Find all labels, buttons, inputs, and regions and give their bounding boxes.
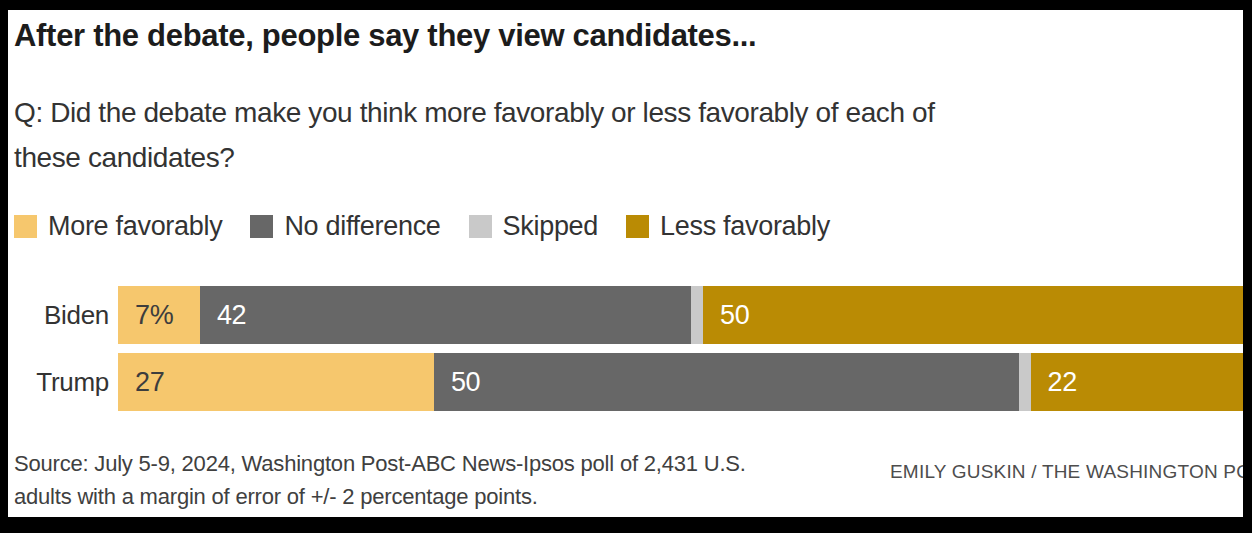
legend-swatch-less-favorably (626, 215, 649, 238)
chart-row-trump: Trump275022 (14, 353, 1252, 411)
bar-segment-trump-no-difference: 50 (434, 353, 1019, 411)
bar-segment-biden-no-difference: 42 (200, 286, 691, 344)
category-label-biden: Biden (14, 286, 118, 344)
chart-row-biden: Biden7%4250 (14, 286, 1252, 344)
stacked-bar-chart: Biden7%4250Trump275022 (14, 286, 1252, 420)
legend-swatch-no-difference (250, 215, 273, 238)
value-label: 50 (434, 353, 1019, 411)
legend-label: More favorably (48, 211, 222, 242)
source-note: Source: July 5-9, 2024, Washington Post-… (14, 447, 746, 513)
legend-swatch-more-favorably (14, 215, 37, 238)
chart-question: Q: Did the debate make you think more fa… (14, 90, 935, 180)
stacked-bar-biden: 7%4250 (118, 286, 1252, 344)
bar-segment-trump-less-favorably: 22 (1031, 353, 1252, 411)
legend-item-skipped: Skipped (469, 211, 598, 242)
legend-swatch-skipped (469, 215, 492, 238)
stacked-bar-trump: 275022 (118, 353, 1252, 411)
value-label: 42 (200, 286, 691, 344)
crop-border-bottom (0, 517, 1252, 533)
question-line-2: these candidates? (14, 135, 935, 180)
legend-label: No difference (284, 211, 440, 242)
legend-item-more-favorably: More favorably (14, 211, 222, 242)
category-label-trump: Trump (14, 353, 118, 411)
value-label: 50 (703, 286, 1252, 344)
question-line-1: Q: Did the debate make you think more fa… (14, 90, 935, 135)
bar-segment-biden-more-favorably: 7% (118, 286, 200, 344)
bar-segment-biden-less-favorably: 50 (703, 286, 1252, 344)
bar-segment-biden-skipped (691, 286, 703, 344)
crop-border-right (1243, 0, 1252, 533)
byline-credit: EMILY GUSKIN / THE WASHINGTON POST (890, 461, 1252, 483)
legend-label: Skipped (503, 211, 598, 242)
value-label: 7% (118, 286, 200, 344)
bar-segment-trump-skipped (1019, 353, 1031, 411)
source-line-2: adults with a margin of error of +/- 2 p… (14, 480, 746, 513)
crop-border-top (0, 0, 1252, 10)
chart-title: After the debate, people say they view c… (14, 18, 756, 54)
legend-item-less-favorably: Less favorably (626, 211, 830, 242)
crop-border-left (0, 0, 8, 533)
value-label: 27 (118, 353, 434, 411)
chart-legend: More favorably No difference Skipped Less f… (14, 211, 830, 242)
legend-label: Less favorably (660, 211, 830, 242)
value-label: 22 (1031, 353, 1252, 411)
bar-segment-trump-more-favorably: 27 (118, 353, 434, 411)
source-line-1: Source: July 5-9, 2024, Washington Post-… (14, 447, 746, 480)
legend-item-no-difference: No difference (250, 211, 440, 242)
